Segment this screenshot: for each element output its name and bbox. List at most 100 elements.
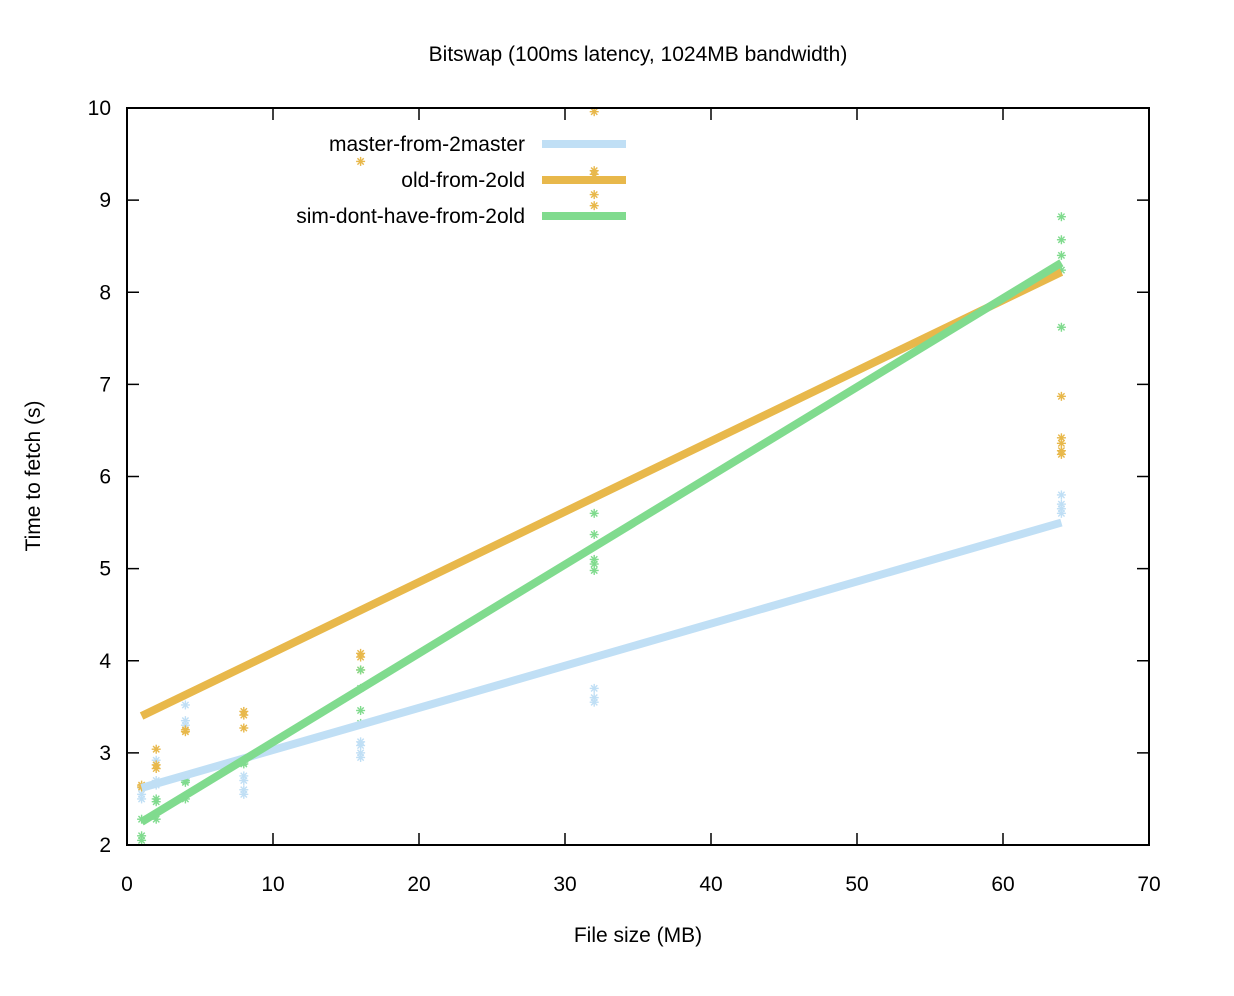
fit-group-sim-dont-have-from-2old [139, 259, 1064, 826]
point-stroke [590, 555, 598, 564]
data-point [1056, 322, 1066, 332]
data-point [151, 794, 161, 804]
point-stroke [240, 724, 248, 732]
data-point [356, 648, 366, 658]
y-tick-label: 2 [99, 834, 111, 857]
y-tick-label: 8 [99, 281, 111, 304]
point-stroke [1057, 323, 1066, 331]
y-tick-label: 10 [88, 97, 111, 120]
x-tick-label: 40 [699, 873, 722, 896]
data-point [1056, 250, 1066, 260]
data-point [589, 166, 599, 176]
fit-line [139, 268, 1064, 720]
data-point [1056, 490, 1066, 500]
point-stroke [356, 157, 365, 166]
point-stroke [1057, 439, 1066, 447]
data-point [180, 700, 190, 710]
point-stroke [240, 786, 248, 794]
tick-labels: 0 10 20 30 40 50 60 70 2 3 4 5 6 7 8 9 10 [88, 97, 1161, 896]
point-stroke [1057, 500, 1066, 508]
data-point [239, 706, 249, 716]
fit-group-master-from-2master [140, 518, 1063, 792]
point-stroke [152, 815, 160, 823]
data-point [180, 725, 190, 735]
y-tick-label: 4 [99, 650, 111, 673]
data-point [589, 683, 599, 693]
data-point [151, 760, 161, 770]
point-stroke [240, 772, 248, 780]
fit-group-old-from-2old [139, 268, 1064, 720]
point-stroke [590, 202, 598, 210]
data-point [1056, 235, 1066, 245]
data-point [356, 665, 366, 675]
point-stroke [1057, 447, 1066, 455]
data-point [239, 771, 249, 781]
legend-label: sim-dont-have-from-2old [296, 205, 525, 228]
point-stroke [1057, 213, 1066, 221]
data-point [151, 744, 161, 754]
y-axis-label: Time to fetch (s) [22, 401, 45, 552]
x-tick-label: 30 [553, 873, 576, 896]
data-point [589, 565, 599, 575]
data-point [137, 831, 147, 841]
point-stroke [152, 761, 160, 769]
data-point [589, 693, 599, 703]
point-stroke [590, 108, 598, 116]
point-stroke [590, 693, 598, 702]
data-point [356, 156, 366, 166]
series-layer [137, 107, 1066, 845]
point-stroke [356, 706, 365, 715]
legend-label: old-from-2old [401, 169, 525, 192]
point-stroke [590, 684, 598, 693]
x-tick-label: 50 [845, 873, 868, 896]
data-point [180, 716, 190, 726]
point-stroke [1057, 251, 1066, 260]
x-tick-label: 60 [991, 873, 1014, 896]
point-stroke [590, 190, 598, 199]
point-stroke [137, 832, 146, 840]
y-tick-label: 5 [99, 558, 111, 581]
chart-title: Bitswap (100ms latency, 1024MB bandwidth… [429, 43, 848, 66]
point-stroke [356, 649, 365, 658]
point-stroke [137, 790, 146, 798]
point-stroke [152, 745, 160, 753]
point-stroke [356, 738, 365, 746]
y-tick-label: 7 [99, 373, 111, 396]
y-tick-label: 3 [99, 742, 111, 765]
point-stroke [1057, 491, 1066, 499]
point-stroke [590, 509, 598, 517]
data-point [589, 508, 599, 518]
fit-line [139, 259, 1064, 826]
data-point [589, 201, 599, 211]
data-point [1056, 433, 1066, 443]
point-stroke [1057, 392, 1066, 400]
data-point [356, 737, 366, 747]
point-stroke [152, 795, 160, 803]
legend: master-from-2master old-from-2old sim-dont… [296, 133, 626, 228]
x-tick-label: 0 [121, 873, 133, 896]
x-tick-label: 10 [261, 873, 284, 896]
data-point [589, 190, 599, 200]
data-point [356, 705, 366, 715]
x-tick-label: 20 [407, 873, 430, 896]
series-old-from-2old [137, 107, 1066, 792]
data-point [589, 554, 599, 564]
point-stroke [590, 566, 598, 575]
point-stroke [181, 701, 190, 709]
fit-line [140, 518, 1063, 792]
data-point [1056, 438, 1066, 448]
plot-frame [126, 107, 1150, 846]
point-stroke [356, 666, 365, 674]
point-stroke [590, 530, 598, 539]
y-tick-label: 6 [99, 466, 111, 489]
x-axis-label: File size (MB) [574, 924, 702, 947]
legend-label: master-from-2master [329, 133, 525, 156]
data-point [1056, 391, 1066, 401]
data-point [1056, 499, 1066, 509]
point-stroke [181, 726, 190, 734]
point-stroke [356, 749, 365, 757]
y-tick-label: 9 [99, 189, 111, 212]
point-stroke [590, 167, 598, 175]
data-point [1056, 212, 1066, 222]
